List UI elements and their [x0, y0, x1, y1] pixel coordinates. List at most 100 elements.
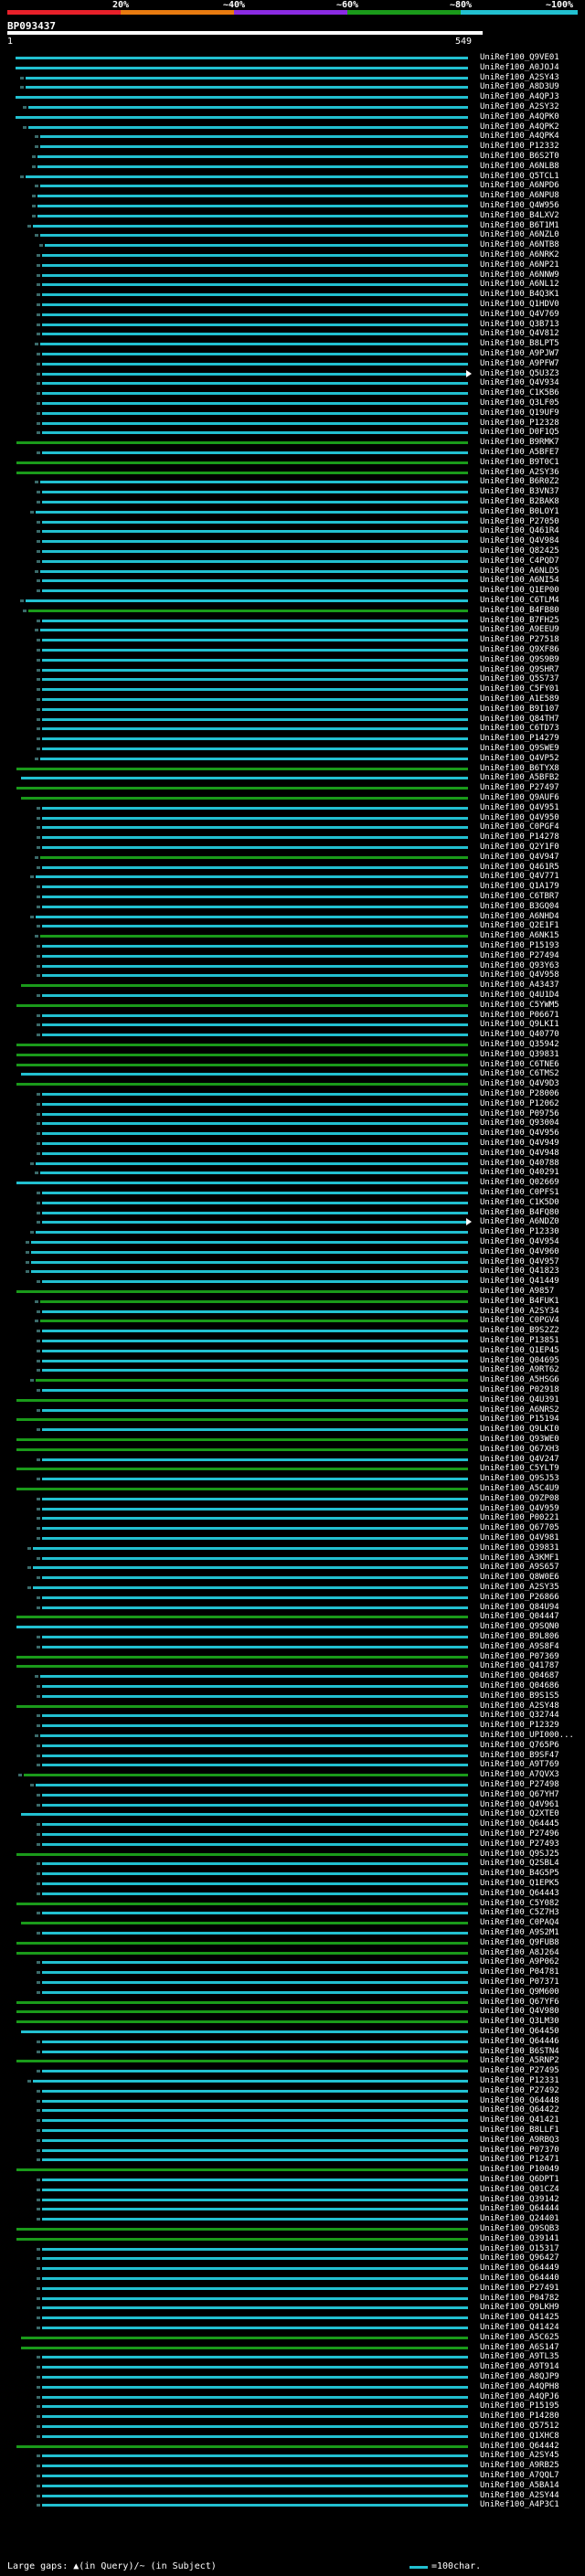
hit-row[interactable]: UniRef100_Q40770: [0, 1030, 585, 1040]
hit-alignment-bar[interactable]: [16, 2168, 469, 2172]
hit-alignment-bar[interactable]: [21, 2336, 469, 2339]
hit-label[interactable]: UniRef100_P02918: [480, 1385, 559, 1394]
hit-alignment-bar[interactable]: [39, 1171, 469, 1175]
hit-label[interactable]: UniRef100_P27050: [480, 516, 559, 526]
hit-row[interactable]: UniRef100_Q84TH7: [0, 715, 585, 725]
hit-alignment-bar[interactable]: [42, 1023, 469, 1027]
hit-label[interactable]: UniRef100_A2SY48: [480, 1701, 559, 1711]
hit-label[interactable]: UniRef100_B6STN4: [480, 2046, 559, 2056]
hit-label[interactable]: UniRef100_P27493: [480, 1839, 559, 1849]
hit-label[interactable]: UniRef100_Q9SQB3: [480, 2224, 559, 2233]
hit-row[interactable]: UniRef100_A4QPJ6: [0, 2392, 585, 2402]
hit-row[interactable]: UniRef100_B6S2T0: [0, 152, 585, 162]
hit-label[interactable]: UniRef100_A6NHD4: [480, 911, 559, 921]
hit-label[interactable]: UniRef100_Q4V961: [480, 1799, 559, 1809]
hit-row[interactable]: UniRef100_P27493: [0, 1839, 585, 1850]
hit-row[interactable]: UniRef100_B4FUK1: [0, 1297, 585, 1307]
hit-alignment-bar[interactable]: [42, 688, 469, 692]
hit-row[interactable]: UniRef100_Q19UF9: [0, 408, 585, 419]
hit-label[interactable]: UniRef100_A6NRK2: [480, 250, 559, 260]
hit-label[interactable]: UniRef100_Q4U391: [480, 1394, 559, 1405]
hit-row[interactable]: UniRef100_A6NHD4: [0, 912, 585, 922]
hit-alignment-bar[interactable]: [42, 836, 469, 840]
hit-alignment-bar[interactable]: [42, 273, 469, 277]
hit-row[interactable]: UniRef100_P10049: [0, 2165, 585, 2175]
hit-alignment-bar[interactable]: [35, 1379, 469, 1383]
hit-alignment-bar[interactable]: [42, 1862, 469, 1866]
hit-row[interactable]: UniRef100_Q67XH3: [0, 1445, 585, 1455]
hit-row[interactable]: UniRef100_Q64445: [0, 1819, 585, 1829]
hit-label[interactable]: UniRef100_Q4V9D3: [480, 1079, 559, 1089]
hit-label[interactable]: UniRef100_Q3LF05: [480, 398, 559, 408]
hit-alignment-bar[interactable]: [42, 2089, 469, 2093]
hit-label[interactable]: UniRef100_P12332: [480, 142, 559, 152]
hit-row[interactable]: UniRef100_C1K5B6: [0, 388, 585, 398]
hit-row[interactable]: UniRef100_A4QPH8: [0, 2382, 585, 2392]
hit-alignment-bar[interactable]: [42, 2257, 469, 2261]
hit-alignment-bar[interactable]: [42, 501, 469, 504]
hit-row[interactable]: UniRef100_Q9SWE9: [0, 744, 585, 754]
hit-alignment-bar[interactable]: [42, 451, 469, 454]
hit-alignment-bar[interactable]: [21, 777, 469, 780]
hit-label[interactable]: UniRef100_B8LPT5: [480, 339, 559, 349]
hit-label[interactable]: UniRef100_Q1A179: [480, 882, 559, 892]
hit-alignment-bar[interactable]: [42, 2158, 469, 2162]
hit-alignment-bar[interactable]: [42, 826, 469, 830]
hit-alignment-bar[interactable]: [42, 323, 469, 326]
hit-alignment-bar[interactable]: [16, 441, 469, 445]
hit-label[interactable]: UniRef100_P27518: [480, 635, 559, 645]
hit-row[interactable]: UniRef100_A6NK15: [0, 931, 585, 941]
hit-row[interactable]: UniRef100_C5Y082: [0, 1899, 585, 1909]
hit-row[interactable]: UniRef100_P12471: [0, 2155, 585, 2165]
hit-alignment-bar[interactable]: [16, 1083, 469, 1087]
hit-alignment-bar[interactable]: [16, 1468, 469, 1471]
hit-label[interactable]: UniRef100_Q4U1D4: [480, 991, 559, 1000]
hit-alignment-bar[interactable]: [16, 1616, 469, 1619]
hit-row[interactable]: UniRef100_C0PFS1: [0, 1188, 585, 1198]
hit-label[interactable]: UniRef100_P04782: [480, 2293, 559, 2303]
hit-label[interactable]: UniRef100_Q4VP52: [480, 753, 559, 763]
hit-row[interactable]: UniRef100_Q4V957: [0, 1257, 585, 1267]
hit-row[interactable]: UniRef100_P04781: [0, 1967, 585, 1977]
hit-label[interactable]: UniRef100_Q4V247: [480, 1454, 559, 1464]
hit-row[interactable]: UniRef100_Q9VE01: [0, 53, 585, 63]
hit-alignment-bar[interactable]: [42, 2247, 469, 2251]
hit-alignment-bar[interactable]: [42, 2148, 469, 2152]
hit-label[interactable]: UniRef100_Q9S9B9: [480, 654, 559, 664]
hit-row[interactable]: UniRef100_A8D3U9: [0, 82, 585, 92]
hit-alignment-bar[interactable]: [16, 2444, 469, 2448]
hit-label[interactable]: UniRef100_Q40788: [480, 1158, 559, 1168]
hit-label[interactable]: UniRef100_A9857: [480, 1287, 555, 1296]
hit-row[interactable]: UniRef100_B6STN4: [0, 2047, 585, 2057]
hit-alignment-bar[interactable]: [42, 1892, 469, 1895]
hit-alignment-bar[interactable]: [42, 1458, 469, 1461]
hit-label[interactable]: UniRef100_Q40770: [480, 1030, 559, 1040]
hit-label[interactable]: UniRef100_P28006: [480, 1089, 559, 1098]
hit-label[interactable]: UniRef100_C6TMS2: [480, 1069, 559, 1079]
hit-label[interactable]: UniRef100_Q9SWE9: [480, 744, 559, 753]
hit-row[interactable]: UniRef100_B2BAK8: [0, 497, 585, 507]
hit-row[interactable]: UniRef100_P09756: [0, 1109, 585, 1119]
hit-label[interactable]: UniRef100_A9T914: [480, 2362, 559, 2372]
hit-alignment-bar[interactable]: [42, 1803, 469, 1807]
hit-label[interactable]: UniRef100_A2SY36: [480, 467, 559, 477]
hit-row[interactable]: UniRef100_B6TYX8: [0, 764, 585, 774]
hit-label[interactable]: UniRef100_Q4V981: [480, 1533, 559, 1542]
hit-row[interactable]: UniRef100_B0LOY1: [0, 507, 585, 517]
hit-alignment-bar[interactable]: [42, 2366, 469, 2369]
hit-alignment-bar[interactable]: [42, 1369, 469, 1373]
hit-row[interactable]: UniRef100_Q82425: [0, 546, 585, 557]
hit-row[interactable]: UniRef100_Q93004: [0, 1118, 585, 1129]
hit-row[interactable]: UniRef100_A7QQL7: [0, 2471, 585, 2481]
hit-label[interactable]: UniRef100_Q84U94: [480, 1602, 559, 1612]
hit-row[interactable]: UniRef100_A8QJP9: [0, 2372, 585, 2382]
hit-row[interactable]: UniRef100_Q41424: [0, 2323, 585, 2333]
hit-label[interactable]: UniRef100_Q9XF86: [480, 645, 559, 654]
hit-row[interactable]: UniRef100_C6TBR7: [0, 892, 585, 902]
hit-alignment-bar[interactable]: [42, 1517, 469, 1521]
hit-label[interactable]: UniRef100_Q4V812: [480, 329, 559, 339]
hit-label[interactable]: UniRef100_C6TBR7: [480, 892, 559, 901]
hit-label[interactable]: UniRef100_P07371: [480, 1977, 559, 1987]
hit-alignment-bar[interactable]: [33, 224, 469, 228]
hit-row[interactable]: UniRef100_Q40788: [0, 1159, 585, 1169]
